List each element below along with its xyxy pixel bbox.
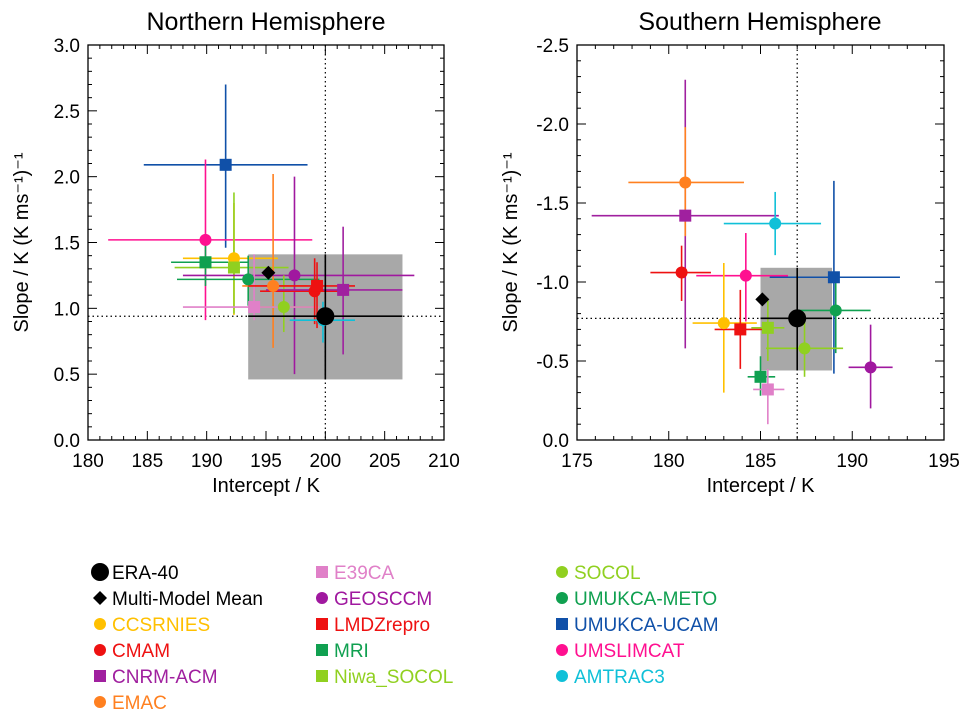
x-tick-label: 205 <box>369 451 401 472</box>
y-axis-label: Slope / K (K ms⁻¹)⁻¹ <box>500 152 522 332</box>
x-tick-label: 200 <box>309 451 341 472</box>
data-point-cnrm-acm <box>337 283 350 296</box>
legend-label-multi-model-mean: Multi-Model Mean <box>112 589 263 610</box>
y-tick-label: 3.0 <box>54 36 80 57</box>
x-tick-label: 195 <box>250 451 282 472</box>
data-point-mri <box>199 256 212 269</box>
x-tick-label: 185 <box>745 451 777 472</box>
data-point-socol <box>798 342 811 355</box>
data-point-mri <box>754 370 767 383</box>
legend-label-e39ca: E39CA <box>334 563 395 584</box>
x-tick-label: 190 <box>191 451 223 472</box>
data-point-cnrm-acm <box>679 209 692 222</box>
data-point-cmam <box>675 266 688 279</box>
plot-frame <box>87 44 445 441</box>
data-point-emac <box>267 279 280 292</box>
data-point-umukca-ucam <box>219 158 232 171</box>
data-point-umukca-meto <box>242 273 255 286</box>
data-point-era-40 <box>316 307 335 326</box>
legend-marker-niwa-socol <box>316 670 328 682</box>
x-tick-label: 210 <box>428 451 460 472</box>
legend-marker-umukca-ucam <box>556 618 568 630</box>
chart-title: Southern Hemisphere <box>638 8 881 36</box>
legend-label-niwa-socol: Niwa_SOCOL <box>334 667 453 688</box>
legend-marker-lmdzrepro <box>316 618 328 630</box>
legend-marker-multi-model-mean <box>93 591 107 605</box>
legend-marker-umslimcat <box>556 644 568 656</box>
legend-marker-emac <box>94 696 106 708</box>
data-point-emac <box>679 176 692 189</box>
data-point-socol <box>277 301 290 314</box>
y-tick-label: 2.5 <box>54 102 80 123</box>
y-tick-label: -2.5 <box>536 36 569 57</box>
legend-label-socol: SOCOL <box>574 563 641 584</box>
y-tick-label: 2.0 <box>54 168 80 189</box>
data-point-ccsrnies <box>717 317 730 330</box>
y-tick-label: 0.0 <box>54 431 80 452</box>
legend-marker-ccsrnies <box>94 618 106 630</box>
data-point-niwa-socol <box>227 261 240 274</box>
legend-label-umukca-meto: UMUKCA-METO <box>574 589 717 610</box>
legend-label-emac: EMAC <box>112 693 167 714</box>
legend-label-umslimcat: UMSLIMCAT <box>574 641 685 662</box>
data-point-multi-model-mean <box>755 292 770 307</box>
x-tick-label: 190 <box>836 451 868 472</box>
data-point-umslimcat <box>739 269 752 282</box>
x-axis-label: Intercept / K <box>212 475 320 497</box>
y-tick-label: 1.5 <box>54 234 80 255</box>
data-point-umukca-meto <box>829 304 842 317</box>
legend-label-cmam: CMAM <box>112 641 170 662</box>
chart-title: Northern Hemisphere <box>147 8 386 36</box>
x-axis-label: Intercept / K <box>707 475 815 497</box>
x-tick-label: 180 <box>653 451 685 472</box>
legend-label-ccsrnies: CCSRNIES <box>112 615 210 636</box>
x-tick-label: 185 <box>131 451 163 472</box>
legend-label-lmdzrepro: LMDZrepro <box>334 615 430 636</box>
y-axis-label: Slope / K (K ms⁻¹)⁻¹ <box>11 152 33 332</box>
data-point-umukca-ucam <box>827 271 840 284</box>
legend-marker-geosccm <box>316 592 328 604</box>
legend-marker-cmam <box>94 644 106 656</box>
legend-marker-cnrm-acm <box>94 670 106 682</box>
legend-label-umukca-ucam: UMUKCA-UCAM <box>574 615 719 636</box>
legend-label-era-40: ERA-40 <box>112 563 179 584</box>
legend-marker-umukca-meto <box>556 592 568 604</box>
legend-marker-socol <box>556 566 568 578</box>
legend-marker-mri <box>316 644 328 656</box>
x-tick-label: 175 <box>561 451 593 472</box>
northern-hemisphere-panel: 180 185 190 195 200 205 210 0.0 0.5 1.0 1.5 2.0 2.5 3… <box>11 8 460 497</box>
data-point-geosccm <box>864 361 877 374</box>
data-point-ccsrnies <box>227 252 240 265</box>
x-tick-label: 195 <box>928 451 960 472</box>
legend: ERA-40 Multi-Model Mean CCSRNIES CMAM CNRM-A… <box>91 563 719 714</box>
legend-label-cnrm-acm: CNRM-ACM <box>112 667 218 688</box>
legend-marker-era-40 <box>91 563 109 581</box>
y-tick-label: -1.0 <box>536 273 569 294</box>
data-point-e39ca <box>248 301 261 314</box>
data-point-geosccm <box>288 269 301 282</box>
data-point-umslimcat <box>199 233 212 246</box>
legend-label-mri: MRI <box>334 641 369 662</box>
y-tick-label: 0.5 <box>54 365 80 386</box>
data-point-niwa-socol <box>761 321 774 334</box>
data-point-multi-model-mean <box>261 265 276 280</box>
y-tick-label: -2.0 <box>536 115 569 136</box>
legend-marker-e39ca <box>316 566 328 578</box>
y-tick-label: 1.0 <box>54 299 80 320</box>
legend-label-amtrac3: AMTRAC3 <box>574 667 665 688</box>
legend-label-geosccm: GEOSCCM <box>334 589 432 610</box>
y-tick-label: 0.0 <box>543 431 569 452</box>
data-point-lmdzrepro <box>734 323 747 336</box>
y-tick-label: -0.5 <box>536 352 569 373</box>
legend-marker-amtrac3 <box>556 670 568 682</box>
x-tick-label: 180 <box>72 451 104 472</box>
data-point-era-40 <box>788 309 807 328</box>
southern-hemisphere-panel: 175 180 185 190 195 0.0 -0.5 -1.0 -1.5 -2.0 -2.5 So… <box>500 8 960 497</box>
data-point-amtrac3 <box>769 217 782 230</box>
y-tick-label: -1.5 <box>536 194 569 215</box>
data-point-lmdzrepro <box>311 279 324 292</box>
data-point-e39ca <box>761 383 774 396</box>
